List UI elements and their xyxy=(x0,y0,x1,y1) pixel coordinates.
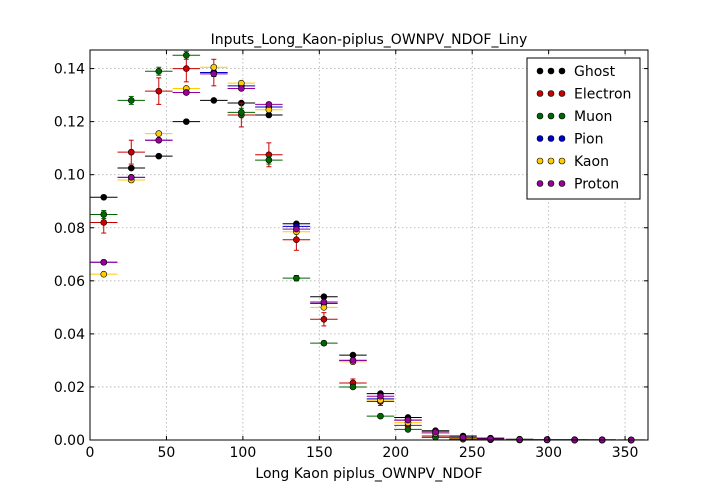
data-point xyxy=(183,89,190,96)
data-point xyxy=(183,65,190,72)
legend: Ghost Electron Muon Pion Kaon Proton xyxy=(526,57,641,200)
data-point xyxy=(432,428,439,436)
data-point xyxy=(127,148,135,156)
legend-box xyxy=(526,57,641,200)
legend-marker xyxy=(536,67,544,75)
data-point xyxy=(293,236,300,243)
y-tick-label: 0.00 xyxy=(54,433,85,449)
data-point xyxy=(127,174,135,181)
data-point xyxy=(100,258,108,266)
y-tick-label: 0.12 xyxy=(54,115,85,131)
data-point xyxy=(238,109,245,116)
data-point xyxy=(459,434,467,441)
data-point xyxy=(100,219,108,226)
data-point xyxy=(100,211,108,218)
data-point xyxy=(349,383,357,391)
legend-marker xyxy=(536,180,544,187)
y-tick-label: 0.14 xyxy=(54,62,85,78)
x-tick-label: 150 xyxy=(306,445,333,461)
legend-marker xyxy=(558,135,566,142)
legend-marker xyxy=(558,112,566,120)
data-point xyxy=(127,97,135,104)
plot-frame xyxy=(89,49,649,441)
legend-label: Ghost xyxy=(574,64,616,80)
legend-label: Muon xyxy=(574,109,612,125)
data-point xyxy=(155,152,163,160)
legend-marker xyxy=(547,112,555,120)
data-point xyxy=(100,270,108,278)
data-point xyxy=(404,426,412,433)
y-tick-label: 0.10 xyxy=(54,168,85,184)
data-point xyxy=(320,339,328,347)
legend-marker xyxy=(558,67,566,75)
data-point xyxy=(404,416,412,424)
data-point xyxy=(293,225,300,233)
data-point xyxy=(155,67,163,75)
data-point xyxy=(349,357,357,364)
data-point xyxy=(100,193,108,201)
data-point xyxy=(293,274,300,282)
legend-label: Electron xyxy=(574,87,631,103)
legend-marker xyxy=(547,67,555,75)
data-point xyxy=(320,315,328,323)
data-point xyxy=(265,156,273,164)
data-point xyxy=(183,118,190,125)
data-point xyxy=(183,52,190,59)
legend-marker xyxy=(558,157,566,165)
data-point xyxy=(127,164,135,172)
x-tick-label: 250 xyxy=(459,445,486,461)
data-point xyxy=(377,392,384,400)
data-point xyxy=(155,136,163,144)
legend-label: Kaon xyxy=(574,154,609,170)
legend-marker xyxy=(547,157,555,165)
legend-label: Proton xyxy=(574,177,619,193)
legend-marker xyxy=(536,112,544,120)
y-tick-label: 0.06 xyxy=(54,274,85,290)
legend-marker xyxy=(536,157,544,165)
x-tick-label: 100 xyxy=(230,445,257,461)
data-point xyxy=(155,130,163,137)
data-point xyxy=(377,412,384,420)
axis-ticks: 0 50 100 150 200 250 300 350 0.00 0.02 0.04 0.06 0.0… xyxy=(54,50,648,461)
chart-title: Inputs_Long_Kaon-piplus_OWNPV_NDOF_Liny xyxy=(211,32,528,48)
legend-marker xyxy=(536,135,544,142)
data-point xyxy=(210,70,218,78)
legend-marker xyxy=(558,180,566,187)
data-point xyxy=(265,101,273,108)
data-point xyxy=(487,435,494,443)
x-tick-label: 350 xyxy=(612,445,639,461)
x-tick-label: 300 xyxy=(535,445,562,461)
x-axis-label: Long Kaon piplus_OWNPV_NDOF xyxy=(255,466,482,482)
data-point xyxy=(516,436,523,443)
x-tick-label: 50 xyxy=(158,445,176,461)
series-proton xyxy=(90,70,645,444)
legend-marker xyxy=(547,135,555,142)
data-point xyxy=(210,63,218,71)
legend-marker xyxy=(547,90,555,97)
data-point xyxy=(320,298,328,306)
y-tick-label: 0.04 xyxy=(54,327,85,343)
legend-marker xyxy=(536,90,544,97)
y-tick-label: 0.02 xyxy=(54,380,85,396)
data-point xyxy=(155,87,163,95)
x-tick-label: 0 xyxy=(86,445,95,461)
legend-marker xyxy=(547,180,555,187)
legend-label: Pion xyxy=(574,132,603,148)
y-tick-label: 0.08 xyxy=(54,221,85,237)
data-point xyxy=(238,85,245,92)
x-tick-label: 200 xyxy=(382,445,409,461)
data-point xyxy=(210,97,218,104)
legend-marker xyxy=(558,90,566,97)
